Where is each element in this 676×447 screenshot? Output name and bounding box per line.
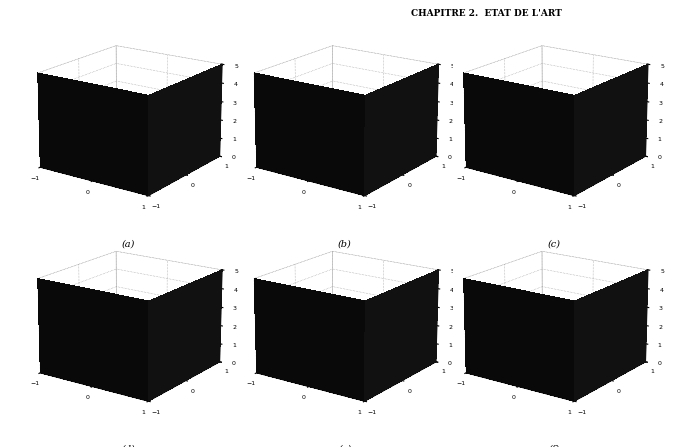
Text: (c): (c) — [548, 239, 561, 248]
Text: CHAPITRE 2.  ETAT DE L'ART: CHAPITRE 2. ETAT DE L'ART — [411, 9, 562, 18]
Text: (b): (b) — [338, 239, 352, 248]
Text: (a): (a) — [122, 239, 135, 248]
Text: (d): (d) — [122, 445, 135, 447]
Text: (e): (e) — [338, 445, 352, 447]
Text: (f): (f) — [549, 445, 560, 447]
